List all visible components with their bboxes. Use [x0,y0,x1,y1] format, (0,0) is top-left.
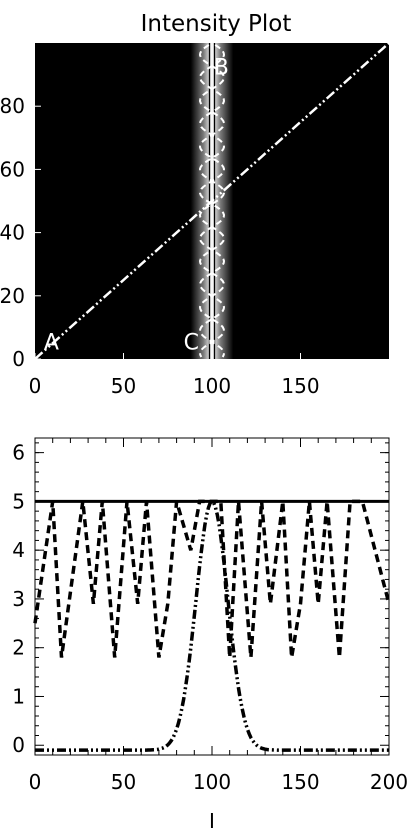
x-tick-label: 0 [29,374,42,398]
x-tick-label: 150 [281,374,319,398]
y-tick-label: 80 [0,94,25,118]
annotation-b: B [214,56,229,81]
y-tick-label: 6 [12,441,25,465]
annotation-a: A [44,331,59,356]
top-x-ticks: 0 50 100 150 [29,353,320,398]
y-tick-label: 2 [12,636,25,660]
series-dash-dot [35,499,389,752]
bottom-x-ticks: 0 50 100 150 200 [29,438,408,794]
helix-curve-back [198,44,226,358]
x-tick-label: 100 [193,770,231,794]
series-dashed [33,499,391,658]
helix-curve-front [198,44,226,358]
y-tick-label: 0 [12,347,25,371]
x-axis-label: I [209,809,215,833]
y-tick-label: 0 [12,733,25,757]
diagonal-line [34,42,390,360]
y-tick-label: 5 [12,489,25,513]
chart-title: Intensity Plot [141,11,292,37]
x-tick-label: 50 [111,770,136,794]
y-tick-label: 20 [0,284,25,308]
y-tick-label: 3 [12,587,25,611]
y-tick-label: 1 [12,684,25,708]
x-tick-label: 100 [193,374,231,398]
intensity-plot: Intensity Plot A B C 0 50 100 150 0 20 40 60 80 [0,11,390,398]
annotation-c: C [184,331,199,356]
y-tick-label: 60 [0,157,25,181]
x-tick-label: 150 [281,770,319,794]
y-tick-label: 40 [0,221,25,245]
y-tick-label: 4 [12,538,25,562]
x-tick-label: 50 [111,374,136,398]
profile-plot: 0 50 100 150 200 0 1 2 3 4 5 6 I [12,437,408,833]
x-tick-label: 0 [29,770,42,794]
top-y-ticks: 0 20 40 60 80 [0,94,41,371]
bottom-y-ticks: 0 1 2 3 4 5 6 [12,441,389,757]
x-tick-label: 200 [370,770,408,794]
